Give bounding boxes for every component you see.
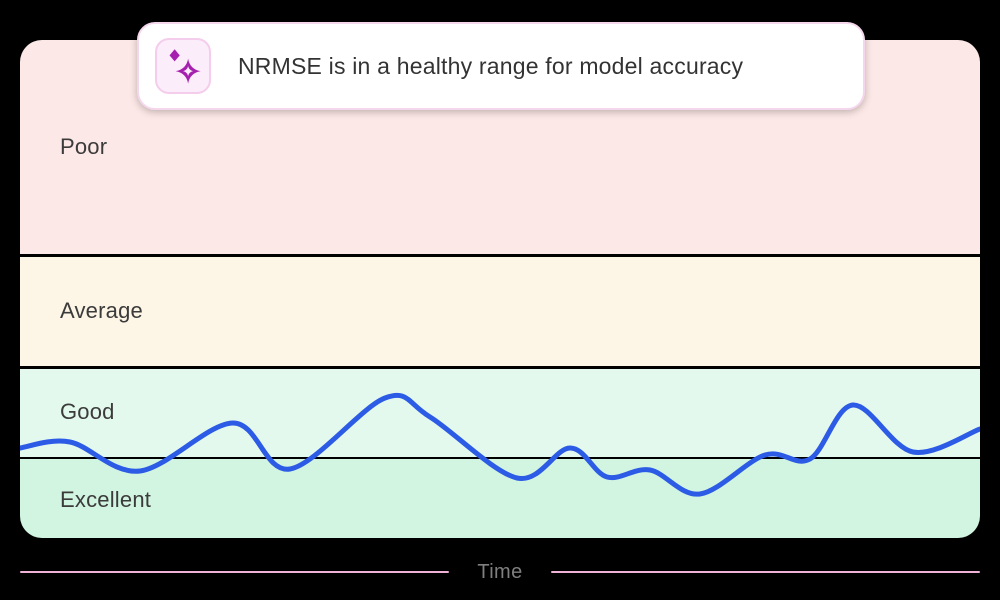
nrmse-band-chart: Poor Average Good Excellent (20, 40, 980, 538)
band-average (20, 257, 980, 366)
sparkle-icon-chip (155, 38, 211, 94)
band-divider (20, 366, 980, 369)
axis-line-left (20, 571, 450, 573)
band-divider (20, 254, 980, 257)
axis-line-right (550, 571, 980, 573)
insight-tooltip: NRMSE is in a healthy range for model ac… (137, 22, 865, 110)
time-axis-label: Time (477, 560, 523, 583)
insight-text: NRMSE is in a healthy range for model ac… (238, 52, 744, 79)
band-good (20, 369, 980, 457)
time-axis: Time (20, 560, 980, 584)
band-excellent (20, 459, 980, 538)
sparkle-icon (169, 49, 201, 84)
